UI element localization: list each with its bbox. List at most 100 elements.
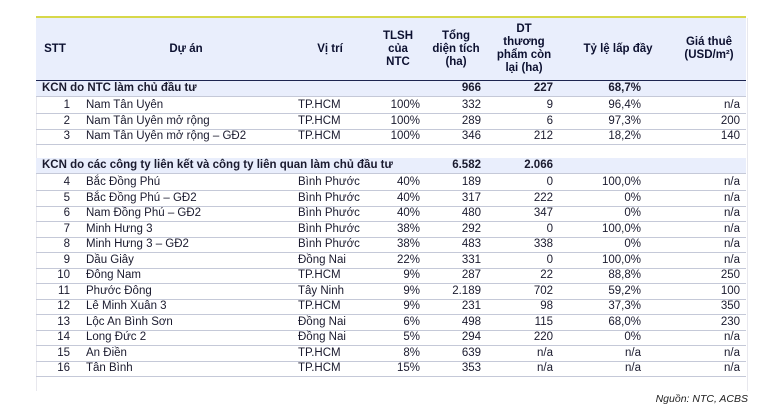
cell-total-area: 294: [461, 331, 481, 343]
table-header: STT Dự án Vị trí TLSH của NTC Tổng diện …: [36, 18, 746, 80]
cell-project: Phước Đông: [86, 284, 152, 297]
cell-occupancy: n/a: [625, 362, 641, 374]
cell-stt: 9: [63, 253, 70, 266]
cell-occupancy: 100,0%: [601, 176, 641, 188]
cell-total-area: 292: [461, 222, 481, 235]
group-title: KCN do NTC làm chủ đầu tư: [42, 82, 197, 94]
cell-ownership: 100%: [390, 114, 420, 127]
cell-project: Bắc Đồng Phú – GĐ2: [86, 191, 197, 204]
table-row: 2 Nam Tân Uyên mở rộng TP.HCM 100% 289 6 97,3%…: [36, 114, 746, 130]
cell-total-area: 287: [461, 269, 481, 281]
cell-remaining-area: 98: [540, 300, 553, 312]
cell-stt: 6: [63, 207, 70, 219]
cell-remaining-area: n/a: [537, 362, 553, 374]
cell-stt: 13: [57, 315, 70, 328]
cell-occupancy: 97,3%: [608, 114, 641, 127]
cell-location: TP.HCM: [298, 269, 341, 281]
cell-remaining-area: 115: [534, 315, 553, 328]
cell-project: Đông Nam: [86, 269, 141, 281]
cell-total-area: 231: [461, 300, 481, 312]
cell-ownership: 6%: [403, 315, 420, 328]
cell-stt: 16: [57, 362, 70, 374]
cell-total-area: 332: [461, 99, 481, 111]
header-du-an: Dự án: [169, 42, 203, 55]
cell-project: Bắc Đồng Phú: [86, 176, 161, 188]
cell-location: Tây Ninh: [298, 284, 345, 297]
cell-remaining-area: 0: [546, 222, 553, 235]
cell-rent: n/a: [724, 346, 740, 359]
table-row: 8 Minh Hưng 3 – GĐ2 Bình Phước 38% 483 338 0% n…: [36, 237, 746, 253]
header-ty-le-lap-day: Tỷ lệ lấp đầy: [583, 42, 653, 55]
cell-rent: n/a: [724, 238, 740, 250]
cell-occupancy: 59,2%: [608, 284, 641, 297]
cell-ownership: 40%: [396, 191, 420, 204]
cell-occupancy: 0%: [624, 191, 641, 204]
cell-rent: n/a: [724, 362, 740, 374]
cell-ownership: 38%: [396, 222, 420, 235]
cell-occupancy: 37,3%: [608, 300, 641, 312]
cell-project: Lê Minh Xuân 3: [86, 300, 167, 312]
cell-rent: 200: [720, 114, 740, 127]
table-row: 1 Nam Tân Uyên TP.HCM 100% 332 9 96,4% n/a: [36, 98, 746, 114]
cell-total-area: 289: [461, 114, 481, 127]
cell-location: TP.HCM: [298, 114, 341, 127]
cell-ownership: 40%: [396, 207, 420, 219]
cell-occupancy: 100,0%: [601, 222, 641, 235]
cell-remaining-area: n/a: [537, 346, 553, 359]
cell-stt: 3: [63, 130, 70, 142]
table-row: 7 Minh Hưng 3 Bình Phước 38% 292 0 100,0% n/a: [36, 222, 746, 238]
cell-location: Bình Phước: [298, 191, 360, 204]
cell-occupancy: 100,0%: [601, 253, 641, 266]
table-row: 15 An Điền TP.HCM 8% 639 n/a n/a n/a: [36, 346, 746, 362]
cell-location: Đồng Nai: [298, 315, 346, 328]
cell-location: Bình Phước: [298, 222, 360, 235]
cell-ownership: 5%: [403, 331, 420, 343]
cell-remaining-area: 212: [533, 130, 553, 142]
cell-location: TP.HCM: [298, 99, 341, 111]
group-row: KCN do NTC làm chủ đầu tư 966 227 68,7%: [36, 81, 746, 97]
cell-project: Tân Bình: [86, 362, 133, 374]
header-vi-tri: Vị trí: [317, 42, 343, 55]
table-row: 12 Lê Minh Xuân 3 TP.HCM 9% 231 98 37,3% 350: [36, 299, 746, 315]
cell-total-area: 480: [461, 207, 481, 219]
cell-ownership: 8%: [403, 346, 420, 359]
cell-rent: 350: [720, 300, 740, 312]
cell-total-area: 189: [461, 176, 481, 188]
cell-rent: n/a: [724, 176, 740, 188]
cell-location: Bình Phước: [298, 238, 360, 250]
cell-remaining-area: 220: [533, 331, 553, 343]
table-row: 3 Nam Tân Uyên mở rộng – GĐ2 TP.HCM 100% 346…: [36, 129, 746, 145]
cell-project: Lộc An Bình Sơn: [86, 315, 173, 328]
group-total-area: 6.582: [452, 159, 481, 171]
cell-ownership: 22%: [396, 253, 420, 266]
cell-total-area: 498: [461, 315, 481, 328]
group-remaining-area: 2.066: [524, 159, 553, 171]
cell-location: TP.HCM: [298, 362, 341, 374]
cell-project: Long Đức 2: [86, 331, 147, 343]
cell-ownership: 15%: [396, 362, 420, 374]
cell-location: Đồng Nai: [298, 253, 346, 266]
cell-remaining-area: 0: [546, 176, 553, 188]
table-row: 13 Lộc An Bình Sơn Đồng Nai 6% 498 115 68,0% 23…: [36, 315, 746, 331]
cell-total-area: 639: [461, 346, 481, 359]
cell-occupancy: 96,4%: [608, 99, 641, 111]
cell-total-area: 331: [461, 253, 481, 266]
cell-project: Nam Đồng Phú – GĐ2: [86, 207, 202, 219]
table-row: 10 Đông Nam TP.HCM 9% 287 22 88,8% 250: [36, 268, 746, 284]
cell-total-area: 346: [461, 130, 481, 142]
cell-stt: 12: [57, 300, 70, 312]
cell-project: Nam Tân Uyên mở rộng: [86, 114, 210, 127]
table-row: 16 Tân Bình TP.HCM 15% 353 n/a n/a n/a: [36, 361, 746, 377]
cell-stt: 5: [63, 191, 70, 204]
cell-ownership: 38%: [396, 238, 420, 250]
cell-stt: 15: [57, 346, 70, 359]
cell-remaining-area: 0: [546, 253, 553, 266]
cell-location: Bình Phước: [298, 176, 360, 188]
header-tong-dien-tich: Tổng diện tích (ha): [432, 29, 480, 68]
cell-remaining-area: 222: [533, 191, 553, 204]
cell-total-area: 483: [461, 238, 481, 250]
table-row: 5 Bắc Đồng Phú – GĐ2 Bình Phước 40% 317 222 0%…: [36, 191, 746, 207]
cell-location: Đồng Nai: [298, 331, 346, 343]
cell-project: Minh Hưng 3 – GĐ2: [86, 238, 189, 250]
header-divider: [36, 80, 746, 81]
